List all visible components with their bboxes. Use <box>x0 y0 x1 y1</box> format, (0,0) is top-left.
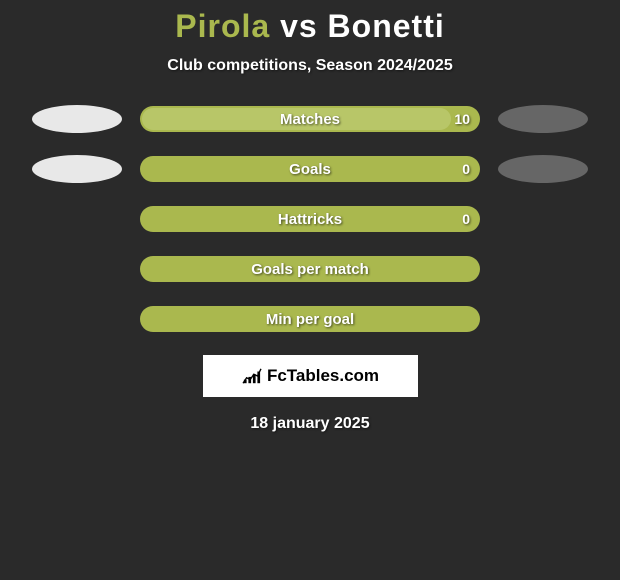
stat-label: Matches <box>280 111 340 128</box>
vs-text: vs <box>280 8 318 44</box>
right-ellipse <box>498 105 588 133</box>
ellipse-placeholder <box>32 305 122 333</box>
comparison-title: Pirola vs Bonetti <box>0 8 620 45</box>
chart-icon <box>241 367 263 385</box>
date-text: 18 january 2025 <box>0 415 620 433</box>
stat-bar: Goals 0 <box>140 156 480 182</box>
player2-name: Bonetti <box>328 8 445 44</box>
ellipse-placeholder <box>498 255 588 283</box>
stat-value: 0 <box>462 211 470 227</box>
stat-bar: Min per goal <box>140 306 480 332</box>
stat-bar: Matches 10 <box>140 106 480 132</box>
stat-label: Hattricks <box>278 211 342 228</box>
stat-row: Goals per match <box>0 255 620 283</box>
stat-bar: Goals per match <box>140 256 480 282</box>
stat-label: Min per goal <box>266 311 354 328</box>
ellipse-placeholder <box>498 305 588 333</box>
right-ellipse <box>498 155 588 183</box>
stat-bar: Hattricks 0 <box>140 206 480 232</box>
player1-name: Pirola <box>175 8 270 44</box>
subtitle: Club competitions, Season 2024/2025 <box>0 57 620 75</box>
stat-value: 0 <box>462 161 470 177</box>
left-ellipse <box>32 155 122 183</box>
ellipse-placeholder <box>498 205 588 233</box>
stat-row: Min per goal <box>0 305 620 333</box>
stat-label: Goals per match <box>251 261 369 278</box>
stat-value: 10 <box>454 111 470 127</box>
stat-row: Goals 0 <box>0 155 620 183</box>
logo-box: FcTables.com <box>203 355 418 397</box>
stat-row: Matches 10 <box>0 105 620 133</box>
left-ellipse <box>32 105 122 133</box>
stat-label: Goals <box>289 161 331 178</box>
logo-text: FcTables.com <box>267 366 379 386</box>
ellipse-placeholder <box>32 255 122 283</box>
ellipse-placeholder <box>32 205 122 233</box>
stat-row: Hattricks 0 <box>0 205 620 233</box>
stats-section: Matches 10 Goals 0 Hattricks 0 Goals per match… <box>0 105 620 333</box>
